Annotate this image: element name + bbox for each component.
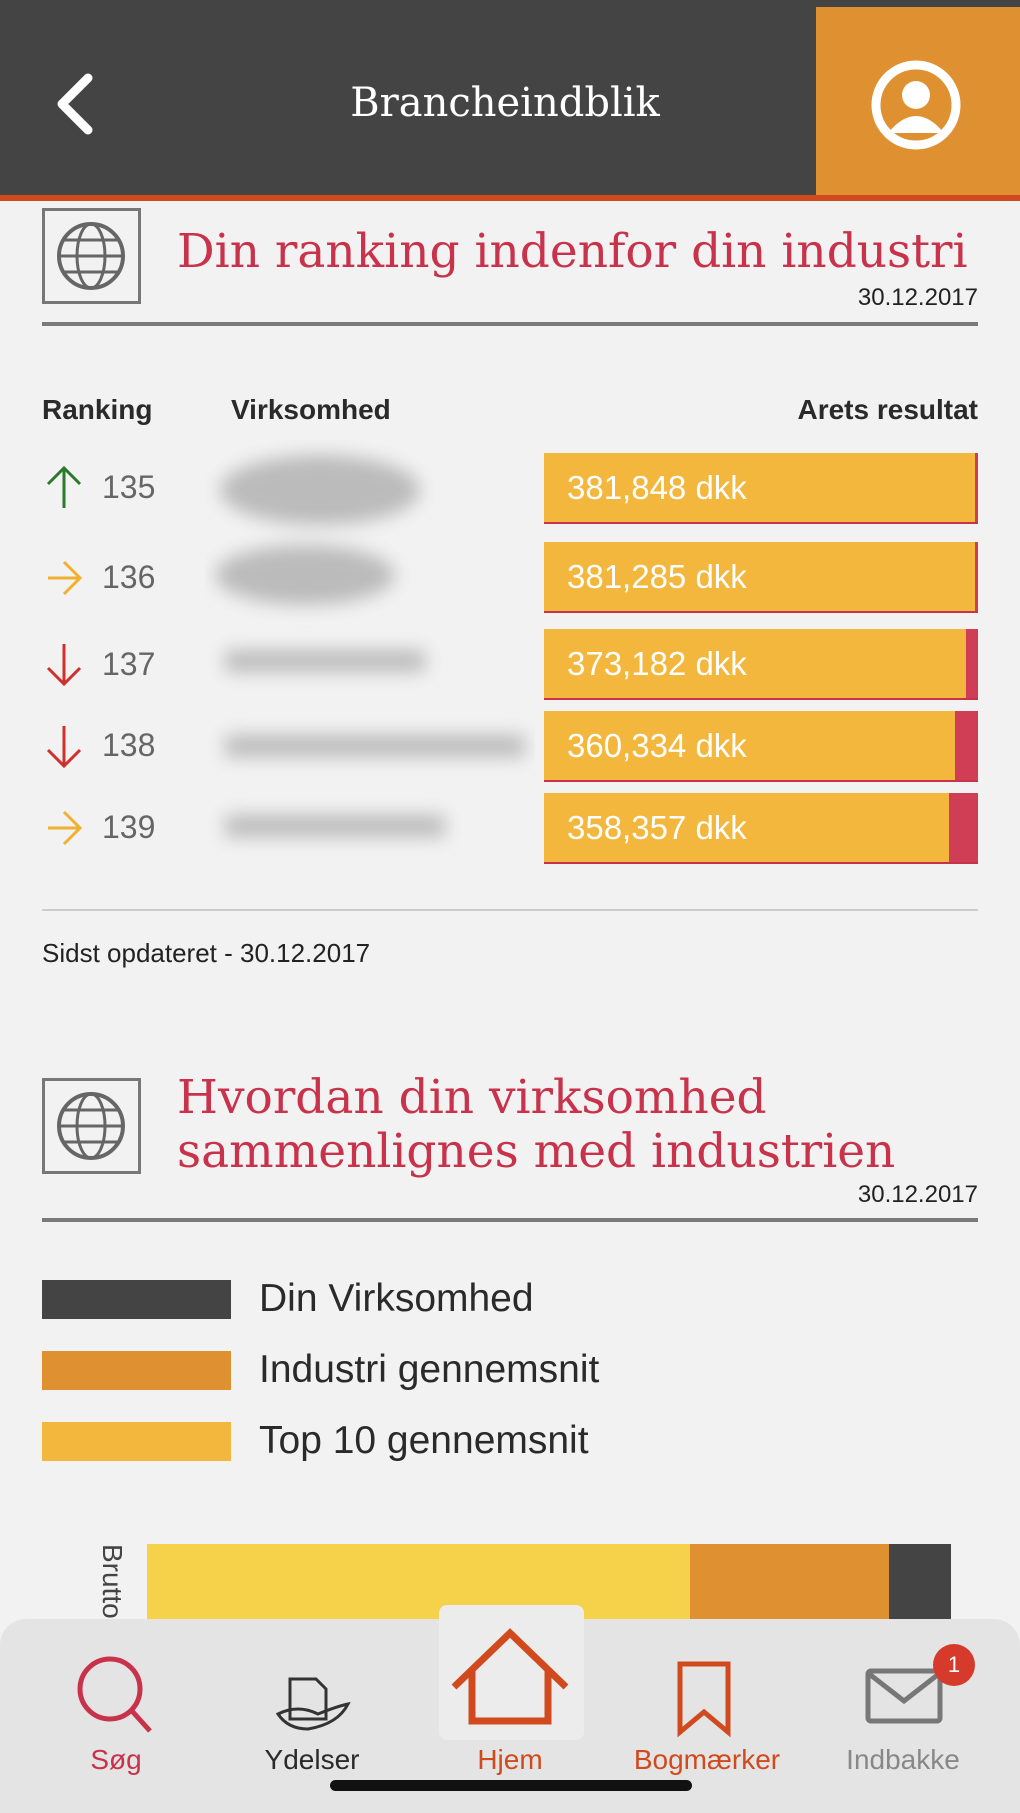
legend-swatch	[42, 1280, 231, 1319]
date: 30.12.2017	[857, 1181, 978, 1208]
globe-icon	[42, 1078, 141, 1174]
rank: 135	[102, 469, 156, 505]
nav-item[interactable]: Ydelser	[264, 1744, 360, 1775]
rank: 139	[102, 809, 156, 845]
column-header: Arets resultat	[797, 394, 978, 425]
globe-icon	[42, 208, 141, 304]
date: 30.12.2017	[857, 284, 978, 311]
chart-segment	[889, 1544, 951, 1624]
nav-icons	[77, 1628, 943, 1738]
legend-swatch	[42, 1351, 231, 1390]
result: 358,357 dkk	[567, 808, 747, 846]
section-title: Din ranking indenfor din industri	[177, 224, 968, 279]
result-bar: 381,285 dkk	[544, 542, 978, 613]
chart-segment	[690, 1544, 889, 1624]
result: 381,848 dkk	[567, 468, 747, 506]
profile-icon	[871, 60, 961, 150]
nav-item[interactable]: Bogmærker	[633, 1744, 781, 1775]
updated-note: Sidst opdateret - 30.12.2017	[42, 938, 371, 968]
section-title: Hvordan din virksomhed	[177, 1070, 767, 1125]
divider	[42, 1218, 978, 1222]
chart-label: Brutto	[97, 1544, 128, 1619]
legend-label: Din Virksomhed	[259, 1277, 534, 1320]
result-bar: 358,357 dkk	[544, 793, 978, 864]
blurred-names	[215, 455, 525, 837]
rank: 138	[102, 727, 156, 763]
badge: 1	[933, 1644, 975, 1686]
divider	[42, 909, 978, 911]
rank: 136	[102, 559, 156, 595]
result: 360,334 dkk	[567, 726, 747, 764]
result-bar: 381,848 dkk	[544, 453, 978, 524]
nav-item[interactable]: Søg	[90, 1744, 142, 1775]
column-header: Ranking	[42, 394, 153, 425]
trend-arrows	[46, 465, 83, 846]
nav-item[interactable]: Indbakke	[846, 1744, 960, 1775]
legend-label: Industri gennemsnit	[259, 1348, 600, 1391]
profile-button[interactable]	[816, 7, 1020, 197]
home-indicator	[330, 1780, 692, 1791]
back-button[interactable]	[50, 70, 100, 140]
nav-item[interactable]: Hjem	[477, 1744, 543, 1775]
result: 381,285 dkk	[567, 557, 747, 595]
result-bar: 373,182 dkk	[544, 629, 978, 700]
legend-swatch	[42, 1422, 231, 1461]
legend-label: Top 10 gennemsnit	[259, 1419, 589, 1462]
section-title: sammenlignes med industrien	[177, 1124, 896, 1179]
result-bar: 360,334 dkk	[544, 711, 978, 782]
header-stripe	[0, 195, 1020, 201]
rank: 137	[102, 646, 156, 682]
column-header: Virksomhed	[231, 394, 391, 425]
divider	[42, 322, 978, 326]
header-title: Brancheindblik	[350, 80, 660, 126]
result: 373,182 dkk	[567, 644, 747, 682]
chart-segment	[147, 1544, 690, 1624]
